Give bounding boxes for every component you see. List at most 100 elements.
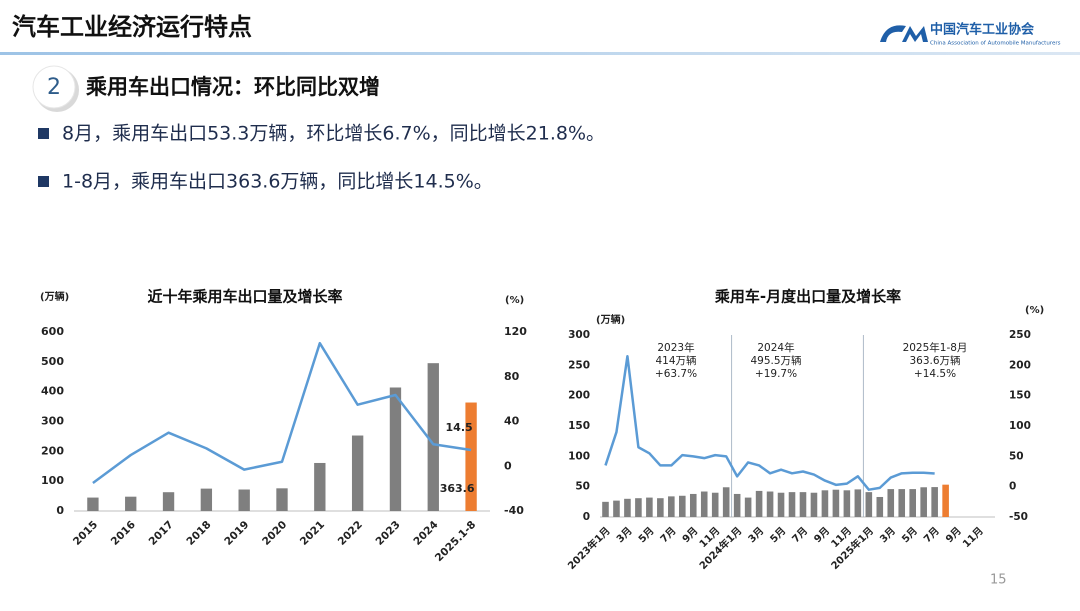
x-tick-label: 2020 [260, 519, 289, 548]
bar [679, 495, 686, 517]
y-tick-label: 150 [568, 420, 590, 432]
logo-en: China Association of Automobile Manufact… [930, 41, 1061, 47]
chart-title: 近十年乘用车出口量及增长率 [147, 288, 342, 306]
y-axis-unit: (万辆) [596, 313, 625, 326]
bullet-text: 1-8月，乘用车出口363.6万辆，同比增长14.5%。 [62, 171, 493, 193]
x-tick-label: 2019 [222, 519, 251, 548]
x-tick-label: 5月 [636, 525, 656, 545]
bar [843, 490, 851, 517]
bar [898, 489, 906, 517]
bar [755, 490, 763, 517]
y-tick-label: 200 [41, 444, 64, 457]
bar [602, 501, 609, 517]
logo-mark [880, 25, 928, 42]
y-tick-label: 100 [41, 474, 64, 487]
x-tick-label: 2018 [184, 519, 213, 548]
x-tick-label: 2017 [147, 519, 176, 548]
y-tick-label: 400 [41, 385, 64, 398]
page-number: 15 [990, 573, 1007, 588]
x-tick-label: 7月 [790, 525, 810, 545]
bar [200, 488, 213, 511]
y2-tick-label: 150 [1009, 390, 1031, 402]
annotation: +14.5% [914, 368, 956, 380]
x-tick-label: 7月 [921, 525, 941, 545]
bar [865, 492, 873, 517]
bar [351, 435, 364, 511]
section-title: 乘用车出口情况：环比同比双增 [85, 75, 380, 99]
y2-tick-label: -40 [504, 504, 524, 517]
chart-title: 乘用车-月度出口量及增长率 [714, 288, 901, 306]
y2-tick-label: 100 [1009, 420, 1031, 432]
bar [635, 498, 642, 517]
y-tick-label: 500 [41, 355, 64, 368]
bar [876, 496, 884, 517]
x-tick-label: 2024 [411, 519, 440, 548]
bar [920, 487, 927, 517]
x-tick-label: 3月 [746, 525, 766, 545]
x-tick-label: 7月 [658, 525, 678, 545]
annotation: 363.6万辆 [909, 354, 960, 367]
bar [942, 484, 949, 517]
x-tick-label: 2023 [374, 519, 403, 548]
bar [854, 489, 862, 517]
bar [909, 489, 916, 517]
bar [238, 489, 250, 511]
bar [624, 498, 631, 517]
line [604, 354, 935, 491]
y2-tick-label: 0 [504, 459, 512, 472]
bar [87, 497, 99, 511]
bar [711, 492, 719, 517]
x-tick-label: 3月 [878, 525, 898, 545]
logo-cn: 中国汽车工业协会 [930, 22, 1035, 38]
y-tick-label: 50 [575, 481, 590, 493]
x-tick-label: 5月 [899, 525, 919, 545]
y2-tick-label: 200 [1009, 359, 1031, 371]
y2-tick-label: 120 [504, 325, 527, 338]
header-rule [0, 52, 1080, 55]
y2-tick-label: 80 [504, 370, 520, 383]
y2-axis-unit: (%) [505, 295, 524, 306]
y-tick-label: 300 [568, 329, 590, 341]
bar [744, 497, 752, 517]
y-tick-label: 250 [568, 359, 590, 371]
bar [821, 490, 829, 517]
bar [465, 402, 477, 511]
bar [733, 493, 741, 517]
y2-tick-label: 50 [1009, 450, 1024, 462]
x-tick-label: 2025.1-8 [433, 519, 478, 564]
y-tick-label: 600 [41, 325, 64, 338]
annotation: +63.7% [655, 368, 697, 380]
y-tick-label: 300 [41, 415, 64, 428]
y2-axis-unit: (%) [1025, 305, 1044, 316]
y-tick-label: 0 [56, 504, 64, 517]
bar [799, 492, 807, 517]
x-tick-label: 2015 [71, 519, 100, 548]
data-label: 14.5 [446, 421, 473, 434]
bar [668, 496, 675, 517]
bar [810, 492, 818, 517]
x-tick-label: 2022 [336, 519, 365, 548]
bar [689, 493, 697, 517]
annotation: 2024年 [757, 341, 794, 354]
section-badge [32, 65, 76, 109]
bar [722, 487, 730, 517]
x-tick-label: 2023年1月 [565, 524, 613, 572]
y-tick-label: 100 [568, 450, 590, 462]
bullet-marker [38, 176, 49, 187]
bar [125, 496, 137, 511]
annotation: 495.5万辆 [750, 354, 801, 367]
bar [389, 387, 402, 511]
x-tick-label: 11月 [960, 525, 985, 550]
bar [314, 462, 326, 511]
line [92, 341, 472, 485]
y-tick-label: 0 [583, 511, 590, 523]
x-tick-label: 2016 [109, 519, 138, 548]
annotation: +19.7% [755, 368, 797, 380]
bar [777, 492, 785, 517]
x-tick-label: 2021 [298, 519, 327, 548]
y2-tick-label: -50 [1009, 511, 1028, 523]
bar [788, 492, 796, 517]
bar [700, 491, 708, 517]
bar [887, 489, 895, 517]
